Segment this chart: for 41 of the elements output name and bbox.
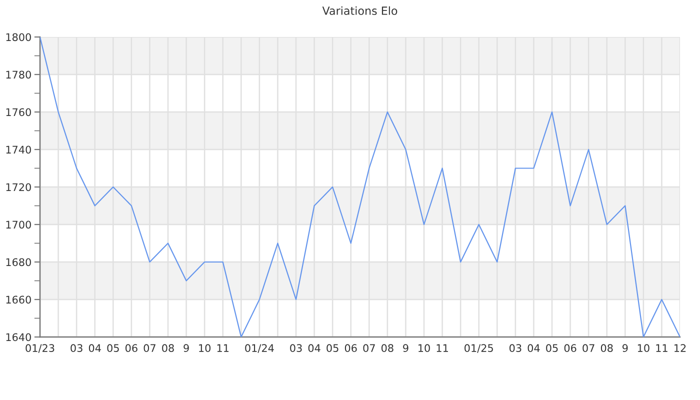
x-tick-label: 08 bbox=[381, 344, 394, 352]
x-tick-label: 03 bbox=[509, 344, 522, 352]
x-tick-label: 03 bbox=[70, 344, 82, 352]
x-tick-label: 06 bbox=[344, 344, 357, 352]
x-tick-label: 07 bbox=[582, 344, 594, 352]
y-tick-label: 1780 bbox=[6, 70, 31, 79]
x-tick-label: 05 bbox=[107, 344, 119, 352]
y-tick-label: 1800 bbox=[6, 33, 31, 42]
x-tick-label: 04 bbox=[528, 344, 540, 352]
x-tick-label: 9 bbox=[403, 344, 408, 352]
x-tick-label: 05 bbox=[326, 344, 338, 352]
x-tick-label: 04 bbox=[308, 344, 320, 352]
y-tick-label: 1700 bbox=[6, 220, 31, 229]
x-tick-label: 10 bbox=[199, 344, 211, 352]
x-tick-label: 06 bbox=[564, 344, 576, 352]
x-tick-label: 12 bbox=[674, 344, 686, 352]
x-tick-label: 11 bbox=[656, 344, 668, 352]
x-tick-label: 08 bbox=[162, 344, 174, 352]
x-tick-label: 04 bbox=[88, 344, 101, 352]
y-tick-label: 1680 bbox=[6, 258, 31, 266]
y-tick-label: 1660 bbox=[6, 296, 31, 304]
x-tick-label: 03 bbox=[290, 344, 302, 352]
x-tick-label: 10 bbox=[638, 344, 650, 352]
x-tick-label: 11 bbox=[436, 344, 448, 352]
y-tick-label: 1720 bbox=[6, 183, 31, 192]
x-tick-label: 08 bbox=[600, 344, 613, 352]
x-tick-label: 9 bbox=[622, 344, 628, 352]
x-tick-label: 11 bbox=[217, 344, 229, 352]
x-tick-label: 05 bbox=[546, 344, 558, 352]
y-tick-label: 1760 bbox=[6, 108, 31, 116]
x-tick-label: 01/23 bbox=[26, 344, 54, 353]
x-tick-label: 07 bbox=[363, 344, 375, 352]
x-tick-label: 01/24 bbox=[245, 344, 274, 353]
x-tick-label: 01/25 bbox=[464, 344, 493, 353]
y-tick-label: 1740 bbox=[6, 146, 31, 154]
x-tick-label: 9 bbox=[184, 344, 189, 352]
x-tick-label: 07 bbox=[144, 344, 156, 352]
chart-title: Variations Elo bbox=[322, 6, 398, 15]
x-tick-label: 06 bbox=[125, 344, 138, 352]
y-tick-label: 1640 bbox=[6, 333, 31, 342]
x-tick-label: 10 bbox=[418, 344, 430, 352]
